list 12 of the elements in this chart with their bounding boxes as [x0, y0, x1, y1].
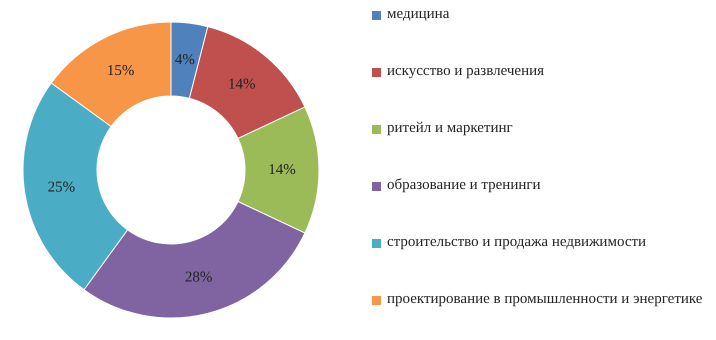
legend-label: искусство и развлечения — [387, 63, 544, 80]
data-label: 4% — [174, 52, 195, 68]
legend-label: проектирование в промышленности и энергетике — [387, 291, 702, 308]
legend-label: медицина — [387, 6, 450, 23]
data-label: 15% — [106, 63, 134, 80]
data-label: 14% — [228, 76, 256, 92]
data-label: 28% — [184, 269, 212, 286]
legend-label: образование и тренинги — [387, 177, 541, 194]
legend-label: строительство и продажа недвижимости — [387, 234, 646, 251]
legend-label: ритейл и маркетинг — [387, 120, 513, 137]
data-label: 14% — [268, 162, 296, 178]
data-label: 25% — [48, 179, 76, 196]
